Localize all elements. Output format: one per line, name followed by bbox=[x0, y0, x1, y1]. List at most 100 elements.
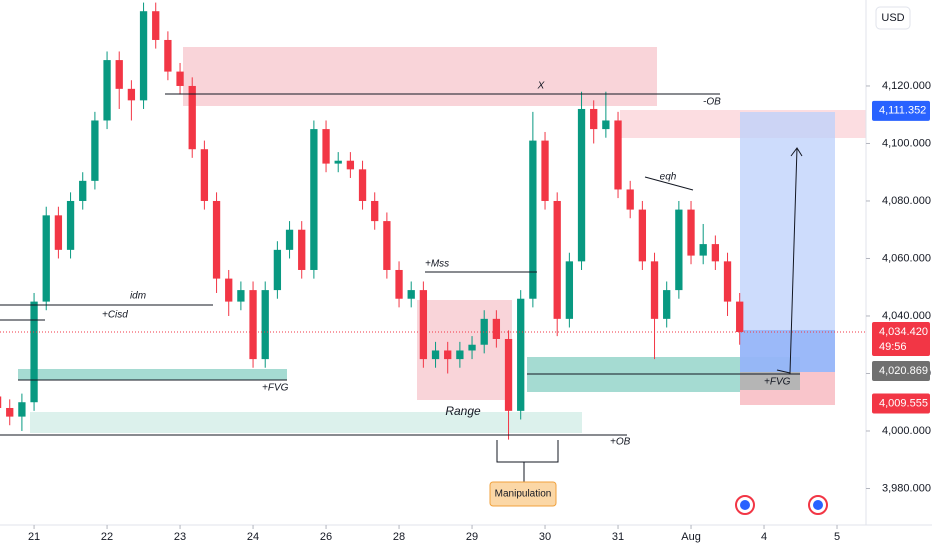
candle-body bbox=[431, 350, 440, 360]
plot-area bbox=[0, 2, 744, 440]
x-tick-label: 29 bbox=[466, 531, 478, 543]
candle-body bbox=[663, 290, 671, 319]
candle-body bbox=[395, 269, 403, 299]
candle-body bbox=[115, 60, 123, 89]
price-tag-label: 4,009.555 bbox=[879, 397, 928, 409]
candle-body bbox=[650, 261, 659, 319]
candle-body bbox=[504, 338, 513, 411]
candle-body bbox=[407, 290, 415, 299]
ob-zone-bottom bbox=[30, 412, 582, 433]
candle-body bbox=[152, 11, 160, 40]
annotation: +OB bbox=[610, 437, 631, 448]
candle-body bbox=[310, 129, 318, 270]
event-icon-flag bbox=[740, 500, 750, 510]
candle-body bbox=[285, 229, 294, 250]
ob-zone-top bbox=[183, 47, 657, 106]
x-tick-label: 28 bbox=[393, 531, 405, 543]
candle-body bbox=[334, 160, 342, 164]
y-tick-label: 4,080.000 bbox=[882, 195, 931, 207]
candle-body bbox=[541, 140, 549, 201]
candle-body bbox=[18, 402, 26, 417]
candle-body bbox=[529, 140, 537, 299]
x-tick-label: 26 bbox=[320, 531, 332, 543]
candle-body bbox=[565, 261, 574, 319]
candle-body bbox=[577, 108, 586, 262]
manipulation-badge bbox=[489, 481, 557, 507]
candle-body bbox=[736, 301, 744, 333]
event-icons bbox=[735, 495, 828, 515]
candle-body bbox=[492, 318, 501, 339]
y-tick-label: 3,980.000 bbox=[882, 482, 931, 494]
candle-body bbox=[212, 200, 221, 279]
x-tick-label: Aug bbox=[681, 531, 701, 543]
x-tick-label: 31 bbox=[612, 531, 624, 543]
candle-body bbox=[553, 200, 561, 319]
candle-body bbox=[225, 278, 233, 302]
annotations: X -OB eqh +Mss idm +Cisd +FVG +FVG Range… bbox=[102, 81, 791, 500]
x-tick-label: 24 bbox=[247, 531, 259, 543]
x-tick-label: 21 bbox=[28, 531, 40, 543]
candle-body bbox=[723, 261, 732, 302]
candle-body bbox=[298, 229, 306, 270]
candle-body bbox=[468, 344, 476, 351]
y-tick-label: 4,060.000 bbox=[882, 252, 931, 264]
candle-body bbox=[614, 120, 622, 190]
currency: USD bbox=[881, 12, 904, 24]
candle-body bbox=[699, 244, 707, 256]
fvg-zone-left bbox=[18, 369, 287, 380]
annotation: Manipulation bbox=[495, 489, 552, 500]
candle-body bbox=[261, 290, 269, 360]
arrow-head bbox=[790, 147, 803, 157]
axes: 3,980.0004,000.0004,020.0004,040.0004,06… bbox=[28, 80, 931, 543]
candle-body bbox=[419, 290, 428, 360]
candle-body bbox=[91, 120, 99, 181]
candle-body bbox=[103, 60, 111, 121]
candle-body bbox=[139, 11, 148, 101]
entry-box bbox=[740, 372, 800, 390]
x-tick-label: 4 bbox=[761, 531, 767, 543]
candle-body bbox=[371, 200, 379, 222]
candle-body bbox=[237, 290, 245, 302]
price-axis bbox=[866, 0, 932, 550]
annotation: idm bbox=[130, 291, 146, 302]
candle-body bbox=[638, 209, 647, 262]
entry-zone bbox=[740, 330, 835, 372]
candle-body bbox=[188, 85, 196, 150]
candle-body bbox=[480, 318, 488, 345]
candle-body bbox=[602, 120, 610, 130]
annotation: +Cisd bbox=[102, 310, 128, 321]
annotation: Range bbox=[445, 404, 481, 418]
x-tick-label: 30 bbox=[539, 531, 551, 543]
candle-body bbox=[687, 209, 695, 256]
price-tag bbox=[872, 393, 930, 414]
eqh-line bbox=[644, 176, 694, 191]
x-tick-label: 5 bbox=[834, 531, 840, 543]
price-tag-label: 4,034.420 bbox=[879, 326, 928, 338]
candle-body bbox=[30, 301, 38, 403]
candle-body bbox=[79, 180, 87, 201]
candle-body bbox=[346, 160, 355, 170]
event-icon-flag bbox=[813, 500, 823, 510]
candle-body bbox=[66, 200, 75, 250]
candle-body bbox=[249, 290, 257, 360]
currency-box bbox=[875, 6, 911, 30]
price-tag bbox=[872, 360, 930, 381]
price-countdown: 49:56 bbox=[879, 341, 907, 353]
candle-body bbox=[127, 88, 136, 101]
annotation: +Mss bbox=[425, 259, 449, 270]
candle-body bbox=[675, 209, 683, 291]
candle-body bbox=[42, 215, 50, 302]
price-tag bbox=[872, 322, 930, 357]
annotation: eqh bbox=[660, 172, 677, 183]
range-zone bbox=[417, 300, 512, 400]
candle-body bbox=[200, 149, 209, 201]
candle-body bbox=[456, 350, 464, 360]
x-tick-label: 22 bbox=[101, 531, 113, 543]
annotation: X bbox=[537, 81, 545, 92]
candle-body bbox=[54, 215, 63, 250]
candle-body bbox=[322, 129, 330, 164]
drawings bbox=[0, 93, 866, 482]
projection-arrow bbox=[776, 147, 798, 374]
annotation: +FVG bbox=[262, 383, 289, 394]
